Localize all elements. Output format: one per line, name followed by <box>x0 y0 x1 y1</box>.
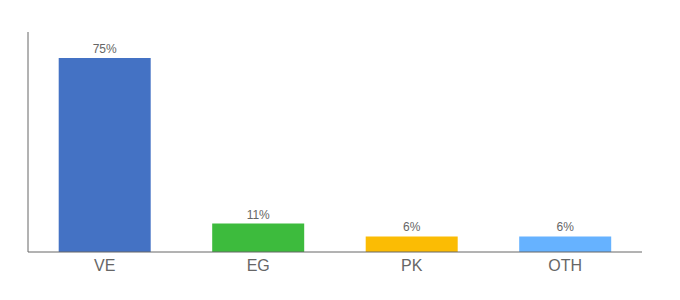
svg-text:6%: 6% <box>557 220 575 234</box>
svg-text:PK: PK <box>401 257 423 274</box>
svg-text:6%: 6% <box>403 220 421 234</box>
svg-text:OTH: OTH <box>548 257 582 274</box>
svg-text:11%: 11% <box>247 208 270 222</box>
svg-text:EG: EG <box>247 257 270 274</box>
svg-text:VE: VE <box>94 257 115 274</box>
svg-text:75%: 75% <box>93 42 117 56</box>
